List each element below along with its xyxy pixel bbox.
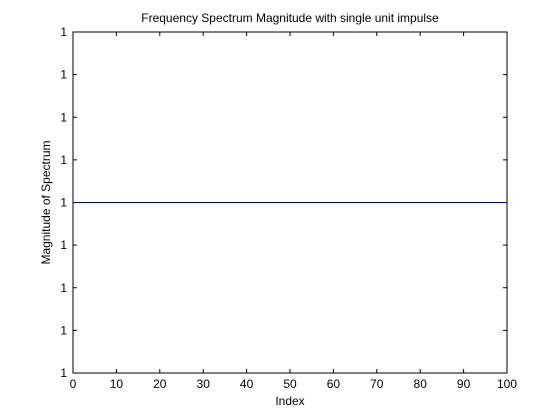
x-tick-label: 90	[457, 377, 471, 391]
y-tick-label: 1	[60, 25, 67, 39]
x-tick-label: 10	[110, 377, 124, 391]
y-tick-label: 1	[60, 110, 67, 124]
y-tick-label: 1	[60, 366, 67, 380]
x-axis-label: Index	[275, 394, 304, 408]
y-tick-label: 1	[60, 281, 67, 295]
y-tick-label: 1	[60, 153, 67, 167]
y-tick-label: 1	[60, 238, 67, 252]
y-tick-label: 1	[60, 323, 67, 337]
x-tick-label: 40	[240, 377, 254, 391]
x-tick-label: 100	[497, 377, 517, 391]
x-axis: 0 10 20 30 40 50 60 70 80 90 100	[70, 32, 517, 391]
x-tick-label: 70	[370, 377, 384, 391]
x-tick-label: 60	[327, 377, 341, 391]
y-tick-label: 1	[60, 68, 67, 82]
x-tick-label: 80	[414, 377, 428, 391]
x-tick-label: 30	[197, 377, 211, 391]
y-axis: 1 1 1 1 1 1 1 1 1	[60, 25, 507, 380]
x-tick-label: 50	[283, 377, 297, 391]
x-tick-label: 0	[70, 377, 77, 391]
y-tick-label: 1	[60, 196, 67, 210]
chart-title: Frequency Spectrum Magnitude with single…	[141, 11, 439, 25]
y-axis-label: Magnitude of Spectrum	[39, 140, 53, 264]
x-tick-label: 20	[153, 377, 167, 391]
